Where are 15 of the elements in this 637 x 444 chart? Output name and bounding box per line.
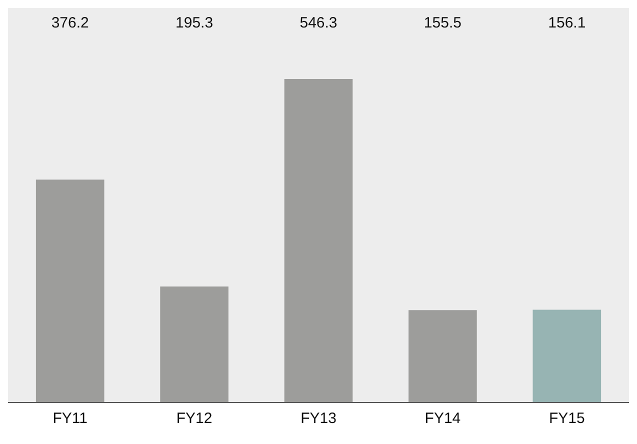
- data-label: 155.5: [424, 14, 462, 32]
- bar: [284, 79, 353, 402]
- x-tick-label: FY15: [548, 410, 585, 428]
- bar: [36, 180, 104, 402]
- data-label: 156.1: [548, 14, 586, 32]
- data-label: 376.2: [51, 14, 89, 32]
- x-tick-label: FY14: [424, 410, 461, 428]
- bar: [532, 310, 602, 402]
- bar: [160, 286, 228, 402]
- x-tick-label: FY11: [52, 410, 88, 428]
- x-tick-label: FY13: [300, 410, 336, 428]
- data-label: 195.3: [176, 14, 214, 32]
- data-label: 546.3: [300, 14, 338, 32]
- x-tick-label: FY12: [176, 410, 212, 428]
- bar: [408, 310, 477, 402]
